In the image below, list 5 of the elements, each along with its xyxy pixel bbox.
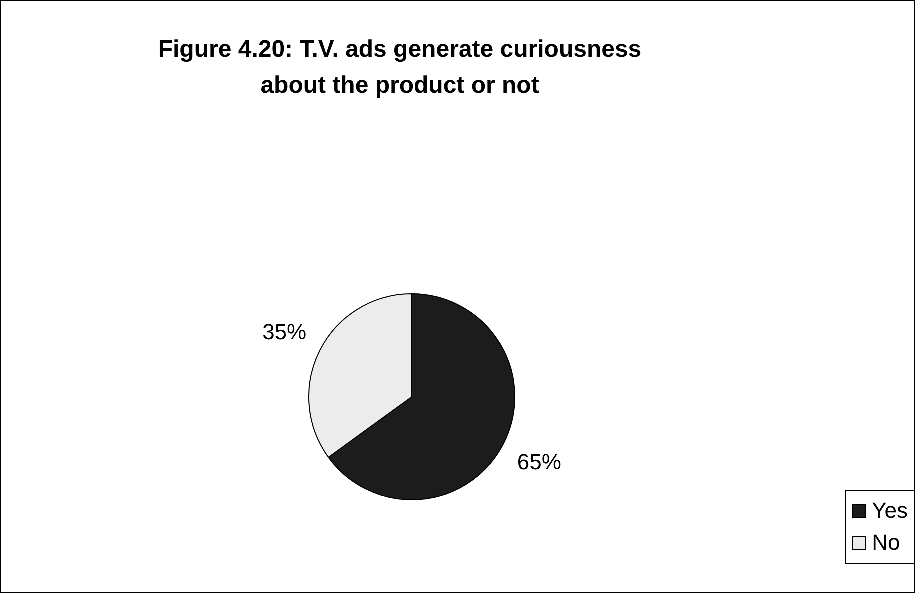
legend-label: No bbox=[872, 529, 900, 557]
data-label: 65% bbox=[517, 449, 562, 474]
legend-label: Yes bbox=[872, 497, 908, 525]
data-label: 35% bbox=[262, 320, 307, 345]
chart-title: Figure 4.20: T.V. ads generate curiousness about the product or not bbox=[157, 35, 643, 101]
